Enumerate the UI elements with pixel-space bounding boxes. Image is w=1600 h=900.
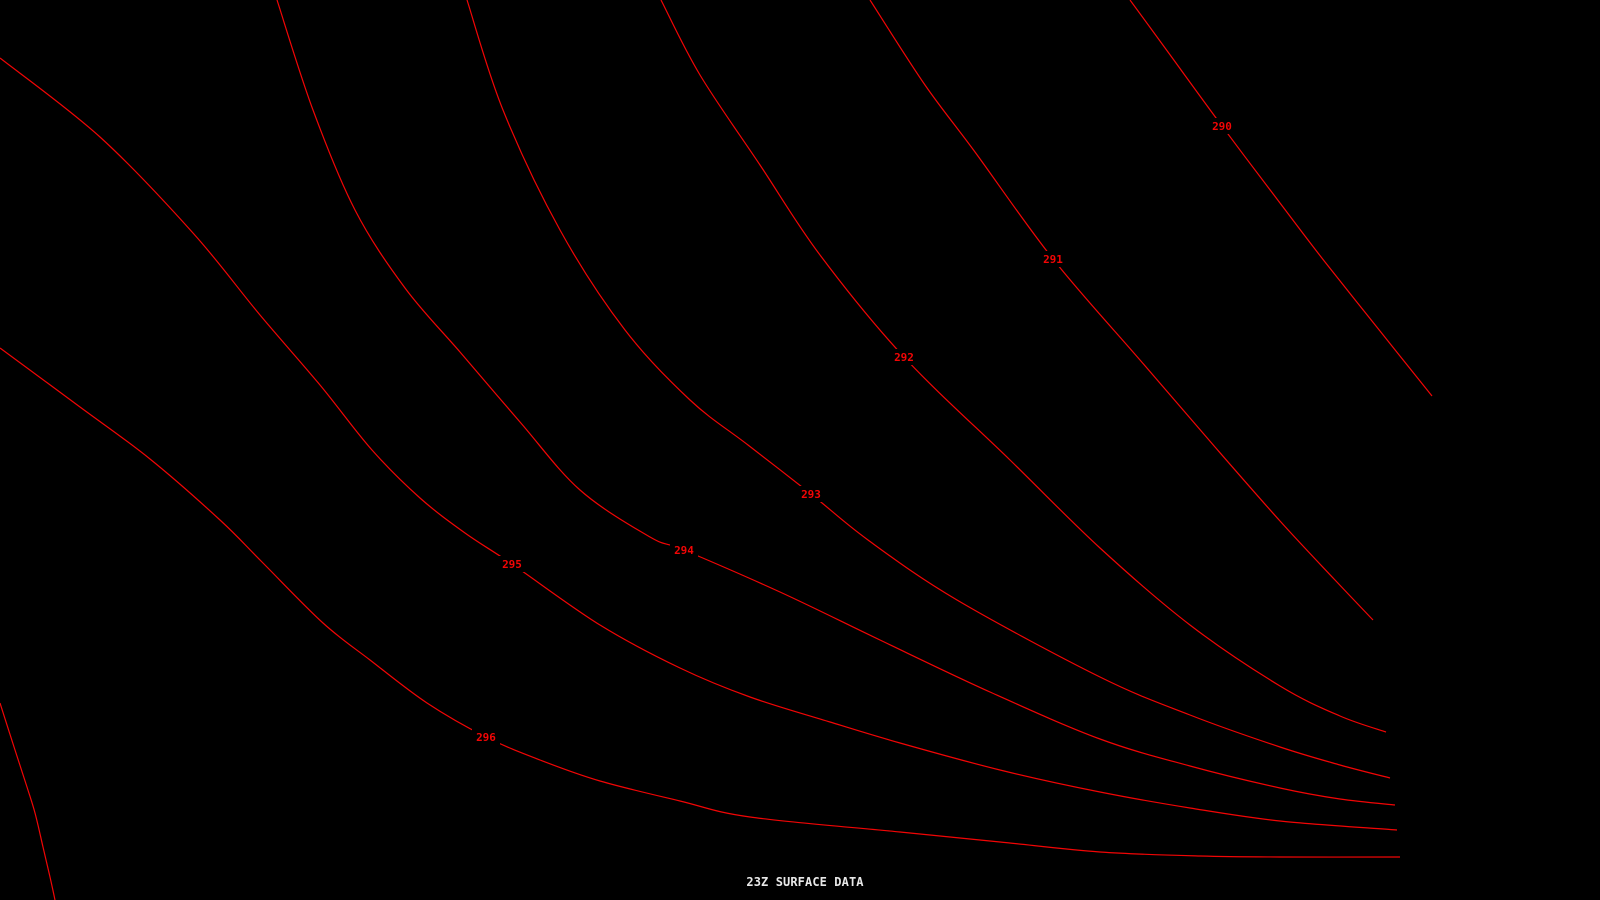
contour-line-293 bbox=[466, 0, 1391, 779]
contour-line-292 bbox=[660, 0, 1387, 733]
contour-label-gap-294 bbox=[670, 542, 698, 558]
contour-label-296: 296 bbox=[476, 731, 496, 744]
contour-labels-group: 290 291 292 293 294 295 296 bbox=[472, 118, 1236, 745]
contour-label-293: 293 bbox=[801, 488, 821, 501]
contour-label-291: 291 bbox=[1043, 253, 1063, 266]
contour-line-291 bbox=[869, 0, 1374, 621]
contour-label-290: 290 bbox=[1212, 120, 1232, 133]
contour-label-294: 294 bbox=[674, 544, 694, 557]
contour-label-gap-296 bbox=[472, 729, 500, 745]
contour-lines-group bbox=[0, 0, 1433, 900]
contour-line-290 bbox=[1129, 0, 1433, 397]
contour-label-gap-290 bbox=[1208, 118, 1236, 134]
contour-line-296 bbox=[0, 347, 1401, 858]
contour-label-295: 295 bbox=[502, 558, 522, 571]
contour-label-gap-292 bbox=[890, 349, 918, 365]
contour-label-gap-293 bbox=[797, 486, 825, 502]
contour-line-unlabeled bbox=[0, 702, 56, 900]
chart-title: 23Z SURFACE DATA bbox=[746, 875, 864, 889]
contour-line-295 bbox=[0, 57, 1398, 831]
contour-label-gap-295 bbox=[498, 556, 526, 572]
contour-label-292: 292 bbox=[894, 351, 914, 364]
contour-label-gap-291 bbox=[1039, 251, 1067, 267]
